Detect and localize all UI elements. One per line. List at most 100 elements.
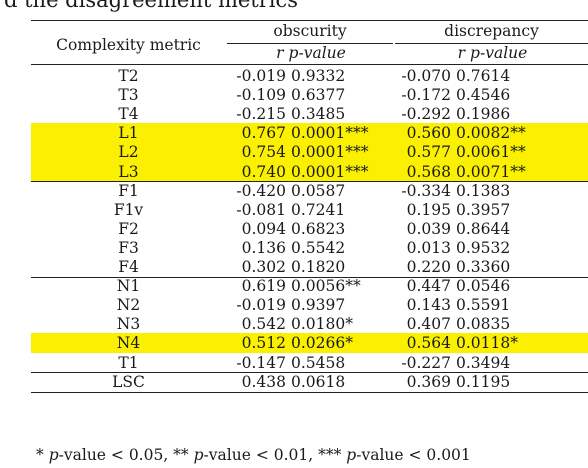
- metric-cell: T2: [118, 67, 139, 85]
- obscurity-p-cell: 0.0001***: [291, 124, 369, 143]
- metric-cell: T1: [118, 353, 139, 372]
- group-rule: [31, 276, 588, 278]
- group-rule: [31, 372, 588, 374]
- footnote-p: p: [193, 446, 204, 464]
- discrepancy-r-cell: 0.407: [406, 315, 451, 334]
- footnote-p: p: [346, 446, 357, 464]
- footnote-part: *: [36, 446, 49, 464]
- row-highlight: [31, 142, 588, 162]
- obscurity-r-cell: -0.147: [236, 353, 286, 372]
- header-discrepancy-sub: r p-value: [397, 44, 588, 62]
- discrepancy-p-cell: 0.0546: [456, 277, 511, 296]
- header-r-label: r: [276, 44, 284, 62]
- footnote-part: -value < 0.01, ***: [203, 446, 347, 464]
- metric-cell: N1: [116, 277, 141, 296]
- discrepancy-r-cell: 0.143: [406, 296, 451, 315]
- obscurity-p-cell: 0.5542: [291, 238, 346, 257]
- discrepancy-r-cell: 0.369: [406, 372, 451, 391]
- obscurity-p-cell: 0.6377: [291, 86, 346, 105]
- metric-cell: T4: [118, 105, 139, 124]
- obscurity-p-cell: 0.7241: [291, 200, 346, 219]
- metric-cell: LSC: [112, 372, 145, 391]
- metric-cell: F1: [118, 181, 139, 200]
- row-highlight: [31, 333, 588, 353]
- discrepancy-p-cell: 0.3494: [456, 353, 511, 372]
- metric-cell: N2: [116, 296, 141, 315]
- discrepancy-r-cell: -0.292: [401, 105, 451, 124]
- discrepancy-p-cell: 0.7614: [456, 67, 511, 85]
- obscurity-r-cell: 0.740: [241, 162, 286, 181]
- discrepancy-r-cell: -0.227: [401, 353, 451, 372]
- row-highlight: [31, 123, 588, 143]
- footnote-part: -value < 0.05, **: [58, 446, 194, 464]
- obscurity-subrule: [227, 43, 393, 44]
- discrepancy-p-cell: 0.4546: [456, 86, 511, 105]
- discrepancy-p-cell: 0.8644: [456, 219, 511, 238]
- obscurity-r-cell: -0.019: [236, 296, 286, 315]
- discrepancy-subrule: [395, 43, 588, 44]
- discrepancy-p-cell: 0.5591: [456, 296, 511, 315]
- obscurity-r-cell: -0.019: [236, 67, 286, 85]
- obscurity-p-cell: 0.1820: [291, 258, 346, 276]
- header-obscurity-sub: r p-value: [229, 44, 393, 62]
- footnote-part: -value < 0.001: [356, 446, 471, 464]
- obscurity-p-cell: 0.0001***: [291, 143, 369, 162]
- obscurity-r-cell: 0.438: [241, 372, 286, 391]
- obscurity-r-cell: -0.081: [236, 200, 286, 219]
- table-footnote: * p-value < 0.05, ** p-value < 0.01, ***…: [36, 446, 471, 464]
- obscurity-p-cell: 0.5458: [291, 353, 346, 372]
- discrepancy-r-cell: 0.013: [406, 238, 451, 257]
- discrepancy-p-cell: 0.0835: [456, 315, 511, 334]
- discrepancy-r-cell: -0.172: [401, 86, 451, 105]
- discrepancy-r-cell: 0.568: [406, 162, 451, 181]
- obscurity-p-cell: 0.0180*: [291, 315, 353, 334]
- obscurity-r-cell: -0.109: [236, 86, 286, 105]
- discrepancy-p-cell: 0.0071**: [456, 162, 526, 181]
- discrepancy-r-cell: 0.447: [406, 277, 451, 296]
- obscurity-p-cell: 0.0001***: [291, 162, 369, 181]
- row-highlight: [31, 161, 588, 182]
- discrepancy-p-cell: 0.3360: [456, 258, 511, 276]
- header-discrepancy: discrepancy: [444, 22, 539, 40]
- discrepancy-p-cell: 0.9532: [456, 238, 511, 257]
- obscurity-r-cell: -0.215: [236, 105, 286, 124]
- header-p-label: p-value: [288, 44, 346, 62]
- obscurity-p-cell: 0.3485: [291, 105, 346, 124]
- group-rule: [31, 181, 588, 183]
- obscurity-r-cell: 0.542: [241, 315, 286, 334]
- bottom-rule: [31, 391, 588, 393]
- header-bottom-rule: [31, 64, 588, 65]
- obscurity-r-cell: 0.302: [241, 258, 286, 276]
- discrepancy-r-cell: 0.220: [406, 258, 451, 276]
- obscurity-p-cell: 0.0056**: [291, 277, 361, 296]
- table-caption: d the disagreement metrics: [4, 0, 299, 12]
- footnote-p: p: [48, 446, 59, 464]
- discrepancy-r-cell: 0.195: [406, 200, 451, 219]
- obscurity-r-cell: -0.420: [236, 181, 286, 200]
- obscurity-p-cell: 0.0618: [291, 372, 346, 391]
- obscurity-r-cell: 0.512: [241, 334, 286, 353]
- discrepancy-r-cell: -0.334: [401, 181, 451, 200]
- obscurity-p-cell: 0.6823: [291, 219, 346, 238]
- discrepancy-p-cell: 0.1986: [456, 105, 511, 124]
- metric-cell: F3: [118, 238, 139, 257]
- metric-cell: F4: [118, 258, 139, 276]
- obscurity-p-cell: 0.9397: [291, 296, 346, 315]
- metric-cell: L2: [118, 143, 139, 162]
- discrepancy-p-cell: 0.1383: [456, 181, 511, 200]
- discrepancy-p-cell: 0.0061**: [456, 143, 526, 162]
- discrepancy-r-cell: 0.560: [406, 124, 451, 143]
- discrepancy-p-cell: 0.0118*: [456, 334, 518, 353]
- obscurity-r-cell: 0.136: [241, 238, 286, 257]
- top-rule: [31, 20, 588, 21]
- obscurity-p-cell: 0.9332: [291, 67, 346, 85]
- header-p-label: p-value: [470, 44, 528, 62]
- metric-cell: L3: [118, 162, 139, 181]
- header-r-label: r: [457, 44, 466, 62]
- header-complexity-metric: Complexity metric: [56, 36, 201, 54]
- metric-cell: F1v: [113, 200, 144, 219]
- obscurity-r-cell: 0.767: [241, 124, 286, 143]
- discrepancy-p-cell: 0.3957: [456, 200, 511, 219]
- obscurity-r-cell: 0.094: [241, 219, 286, 238]
- header-obscurity: obscurity: [273, 22, 347, 40]
